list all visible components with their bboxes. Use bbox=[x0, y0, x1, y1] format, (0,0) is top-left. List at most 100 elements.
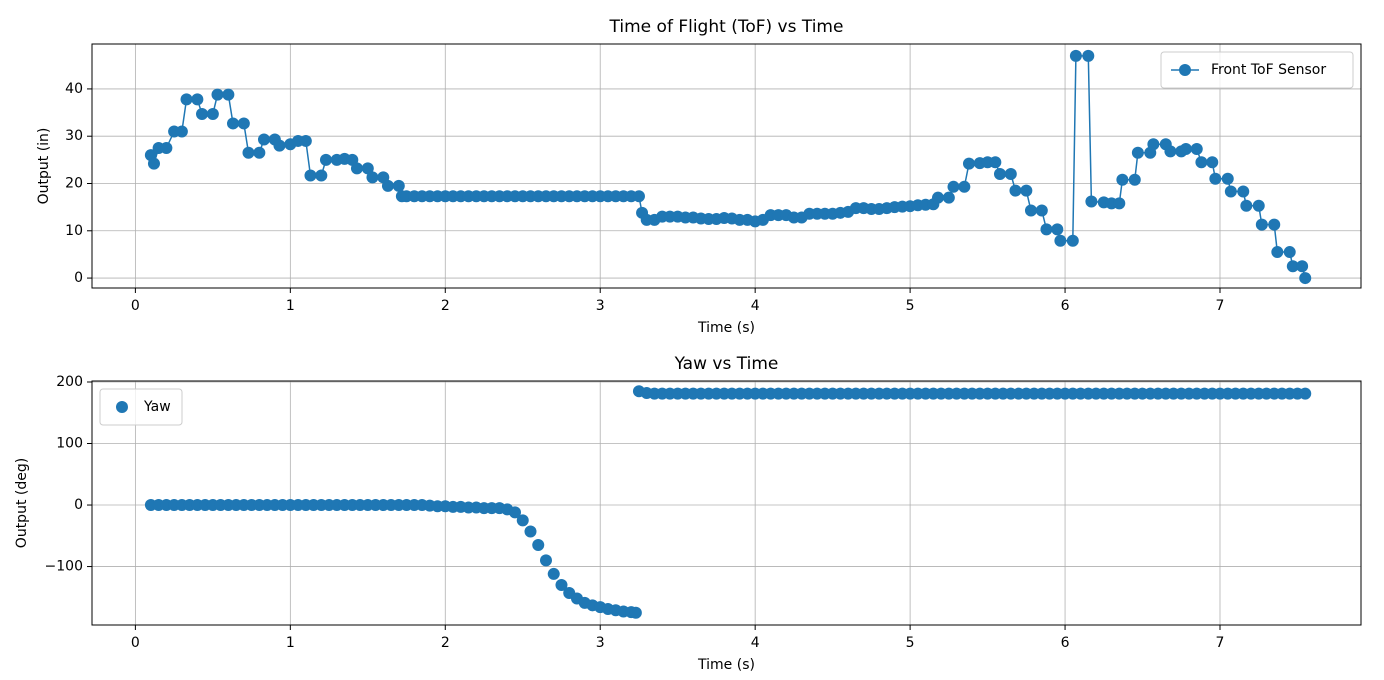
y-tick-label: 0 bbox=[74, 270, 83, 286]
marker bbox=[1271, 246, 1284, 259]
plot-area bbox=[144, 385, 1312, 619]
x-tick-label: 5 bbox=[906, 635, 915, 651]
marker bbox=[1224, 185, 1237, 198]
marker bbox=[1085, 195, 1098, 208]
x-tick-label: 1 bbox=[286, 298, 295, 314]
marker bbox=[315, 169, 328, 182]
y-tick-label: −100 bbox=[45, 559, 83, 575]
marker bbox=[1069, 49, 1082, 62]
axes-frame bbox=[91, 43, 1362, 289]
legend: Yaw bbox=[99, 388, 183, 426]
marker bbox=[947, 180, 960, 193]
marker bbox=[1268, 218, 1281, 231]
marker bbox=[1237, 185, 1250, 198]
y-tick-label: 10 bbox=[65, 223, 83, 239]
point bbox=[532, 539, 545, 552]
marker bbox=[319, 153, 332, 166]
marker bbox=[1116, 173, 1129, 186]
marker bbox=[632, 190, 645, 203]
marker bbox=[253, 146, 266, 159]
chart-title: Yaw vs Time bbox=[674, 354, 779, 374]
marker bbox=[196, 107, 209, 120]
marker bbox=[304, 169, 317, 182]
legend-marker bbox=[1179, 64, 1191, 76]
marker bbox=[1286, 260, 1299, 273]
marker bbox=[1179, 142, 1192, 155]
marker bbox=[1035, 204, 1048, 217]
marker bbox=[1299, 272, 1312, 285]
point bbox=[1299, 387, 1312, 400]
y-tick-label: 40 bbox=[65, 81, 83, 97]
y-tick-label: 30 bbox=[65, 128, 83, 144]
marker bbox=[299, 134, 312, 147]
y-axis-label: Output (in) bbox=[36, 128, 52, 205]
marker bbox=[1296, 260, 1309, 273]
x-tick-label: 3 bbox=[596, 635, 605, 651]
y-tick-label: 100 bbox=[56, 436, 83, 452]
x-tick-label: 6 bbox=[1061, 635, 1070, 651]
x-tick-label: 7 bbox=[1216, 298, 1225, 314]
marker bbox=[1164, 145, 1177, 158]
point bbox=[524, 525, 537, 538]
y-axis-label: Output (deg) bbox=[14, 458, 30, 548]
x-tick-label: 3 bbox=[596, 298, 605, 314]
legend-label: Yaw bbox=[143, 399, 171, 415]
marker bbox=[147, 157, 160, 170]
marker bbox=[1024, 204, 1037, 217]
marker bbox=[1040, 223, 1053, 236]
marker bbox=[1209, 172, 1222, 185]
marker bbox=[257, 133, 270, 146]
marker bbox=[993, 168, 1006, 181]
x-tick-label: 0 bbox=[131, 635, 140, 651]
marker bbox=[1255, 218, 1268, 231]
subplot: 0 1 2 3 4 5 6 7 −100 0 100 200 Yaw vs Time Time (s) Ou… bbox=[14, 354, 1362, 673]
marker bbox=[942, 191, 955, 204]
legend-box bbox=[1160, 51, 1354, 89]
chart-title: Time of Flight (ToF) vs Time bbox=[609, 17, 844, 37]
x-tick-label: 4 bbox=[751, 635, 760, 651]
marker bbox=[381, 179, 394, 192]
x-tick-label: 4 bbox=[751, 298, 760, 314]
marker bbox=[273, 139, 286, 152]
marker bbox=[1240, 199, 1253, 212]
x-tick-label: 2 bbox=[441, 635, 450, 651]
marker bbox=[1082, 49, 1095, 62]
marker bbox=[222, 88, 235, 101]
point bbox=[509, 506, 521, 519]
marker bbox=[1054, 234, 1067, 247]
marker bbox=[160, 142, 173, 155]
marker bbox=[242, 146, 255, 159]
subplot: 0 1 2 3 4 5 6 7 0 10 20 30 40 Time of Flight (ToF) vs… bbox=[36, 17, 1362, 336]
point bbox=[539, 554, 552, 567]
marker bbox=[227, 117, 239, 130]
plot-area bbox=[144, 49, 1312, 285]
marker bbox=[958, 180, 971, 193]
marker bbox=[1004, 168, 1017, 181]
marker bbox=[1113, 197, 1126, 210]
marker bbox=[1066, 234, 1079, 247]
x-tick-label: 6 bbox=[1061, 298, 1070, 314]
marker bbox=[366, 171, 379, 184]
y-tick-label: 0 bbox=[74, 497, 83, 513]
marker bbox=[1020, 184, 1033, 197]
marker bbox=[211, 88, 224, 101]
marker bbox=[237, 117, 250, 130]
point bbox=[547, 567, 560, 580]
legend-box bbox=[99, 388, 183, 426]
marker bbox=[1147, 138, 1160, 151]
marker bbox=[206, 107, 219, 120]
legend-label: Front ToF Sensor bbox=[1211, 62, 1326, 78]
marker bbox=[1206, 156, 1219, 169]
x-tick-label: 2 bbox=[441, 298, 450, 314]
point bbox=[629, 606, 642, 619]
marker bbox=[1190, 142, 1203, 155]
marker bbox=[1051, 223, 1064, 236]
marker bbox=[1252, 199, 1265, 212]
axes-frame bbox=[91, 380, 1362, 626]
marker bbox=[361, 162, 374, 175]
marker bbox=[989, 156, 1002, 169]
marker bbox=[191, 93, 204, 106]
marker bbox=[932, 191, 944, 204]
x-axis-label: Time (s) bbox=[697, 657, 755, 673]
marker bbox=[350, 162, 363, 175]
